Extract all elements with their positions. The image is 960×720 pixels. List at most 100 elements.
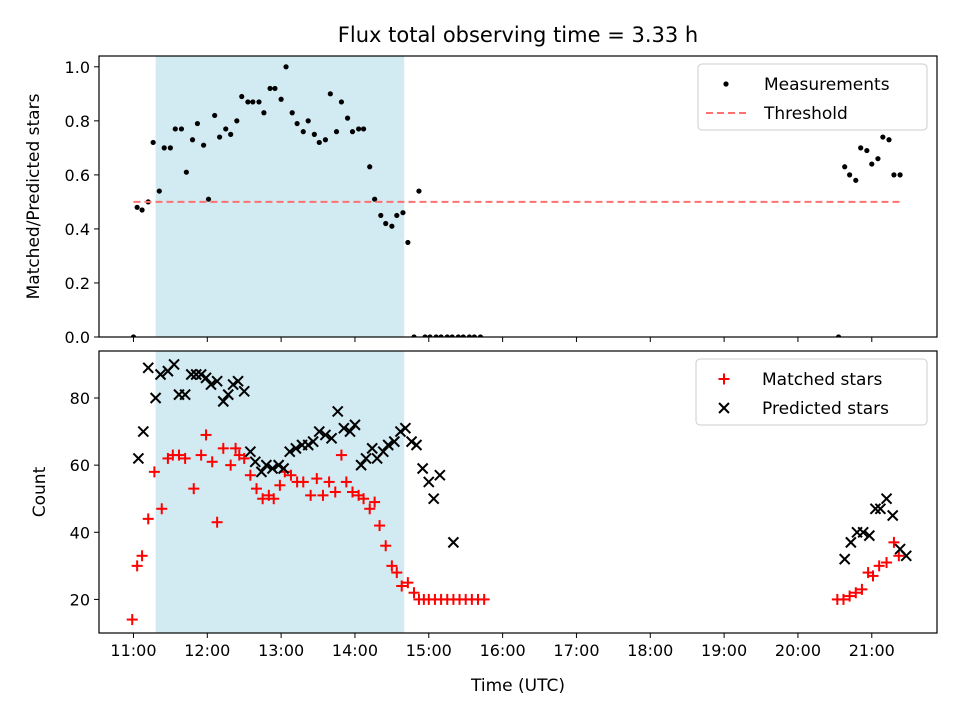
measurement-point bbox=[228, 131, 234, 137]
predicted-point bbox=[325, 432, 338, 444]
measurement-point bbox=[853, 177, 859, 183]
measurement-point bbox=[356, 126, 362, 132]
matched-point bbox=[478, 593, 490, 605]
matched-point bbox=[323, 476, 335, 488]
measurement-point bbox=[427, 334, 433, 337]
measurement-point bbox=[200, 142, 207, 148]
matched-point bbox=[230, 442, 242, 454]
plot-frame bbox=[98, 350, 938, 634]
measurement-point bbox=[858, 145, 864, 151]
predicted-point bbox=[307, 435, 319, 448]
matched-point bbox=[257, 493, 269, 505]
measurement-point bbox=[389, 223, 395, 229]
matched-point bbox=[251, 483, 263, 495]
measurement-point bbox=[869, 161, 875, 167]
x-axis-label: Time (UTC) bbox=[470, 676, 565, 696]
measurement-point bbox=[178, 126, 185, 132]
matched-point bbox=[126, 614, 138, 626]
predicted-point bbox=[355, 459, 367, 471]
measurement-point bbox=[212, 112, 218, 119]
measurement-point bbox=[338, 99, 345, 105]
x-tick-label: 12:00 bbox=[184, 641, 230, 660]
highlight-band bbox=[155, 56, 405, 337]
measurement-point bbox=[460, 334, 466, 337]
measurement-point bbox=[161, 145, 167, 151]
predicted-point bbox=[880, 493, 893, 505]
x-axis bbox=[132, 337, 873, 342]
measurement-point bbox=[433, 334, 439, 337]
measurement-point bbox=[216, 134, 223, 140]
predicted-point bbox=[154, 368, 167, 381]
matched-point bbox=[335, 449, 347, 461]
measurement-point bbox=[300, 129, 306, 135]
measurement-point bbox=[471, 334, 477, 337]
measurement-point bbox=[416, 188, 422, 194]
predicted-point bbox=[845, 536, 857, 549]
measurement-point bbox=[205, 196, 212, 202]
measurement-point bbox=[449, 334, 455, 337]
series-measurements bbox=[130, 64, 903, 337]
measurement-point bbox=[283, 64, 289, 70]
matched-point bbox=[156, 503, 168, 515]
predicted-point bbox=[863, 529, 876, 542]
x-tick-label: 11:00 bbox=[110, 641, 156, 660]
measurement-point bbox=[183, 169, 189, 175]
predicted-point bbox=[132, 452, 145, 465]
matched-point bbox=[346, 486, 358, 498]
measurement-point bbox=[272, 85, 278, 92]
predicted-point bbox=[190, 368, 202, 381]
measurement-point bbox=[875, 156, 881, 162]
matched-point bbox=[131, 560, 143, 572]
measurement-point bbox=[444, 334, 450, 337]
predicted-point bbox=[238, 385, 250, 397]
measurement-point bbox=[438, 334, 444, 337]
matched-point bbox=[211, 516, 223, 528]
matched-point bbox=[311, 473, 323, 485]
measurement-point bbox=[267, 85, 273, 92]
measurement-point bbox=[234, 118, 240, 124]
predicted-point bbox=[319, 429, 332, 441]
y-tick-label: 0.6 bbox=[65, 166, 90, 185]
measurement-point bbox=[891, 172, 897, 178]
predicted-point bbox=[874, 503, 887, 515]
measurement-point bbox=[897, 172, 903, 178]
x-axis: 11:00 12:00 13:00 14:00 15:00 16:00 17:00 18:00… bbox=[110, 633, 895, 660]
matched-point bbox=[340, 476, 352, 488]
x-tick-label: 20:00 bbox=[775, 641, 821, 660]
matched-point bbox=[173, 449, 185, 461]
highlight-band bbox=[155, 351, 405, 633]
measurement-point bbox=[256, 99, 262, 105]
predicted-point bbox=[302, 439, 314, 451]
x-tick-label: 16:00 bbox=[480, 641, 526, 660]
predicted-point bbox=[839, 553, 851, 565]
plot-area bbox=[126, 358, 912, 626]
x-tick-label: 21:00 bbox=[849, 641, 895, 660]
measurement-point bbox=[835, 334, 842, 337]
predicted-point bbox=[428, 493, 440, 505]
measurement-point bbox=[864, 147, 870, 154]
y-axis: 0.0 0.2 0.4 0.6 0.8 1.0 bbox=[65, 58, 99, 347]
predicted-point bbox=[211, 375, 223, 387]
legend: Measurements Threshold bbox=[697, 63, 928, 131]
measurement-point bbox=[167, 145, 173, 151]
predicted-point bbox=[179, 388, 191, 401]
predicted-point bbox=[217, 395, 229, 408]
y-tick-label: 0.2 bbox=[65, 274, 90, 293]
x-tick-label: 13:00 bbox=[258, 641, 304, 660]
predicted-point bbox=[360, 452, 372, 465]
predicted-point bbox=[205, 378, 217, 391]
y-axis-label: Matched/Predicted stars bbox=[24, 93, 44, 299]
measurement-point bbox=[311, 131, 317, 137]
measurement-point bbox=[289, 110, 295, 116]
predicted-point bbox=[142, 362, 154, 374]
matched-point bbox=[217, 442, 229, 454]
legend-label: Measurements bbox=[764, 75, 890, 95]
matched-point bbox=[268, 493, 280, 505]
legend: Matched stars Predicted stars bbox=[695, 358, 928, 426]
top-panel: 0.0 0.2 0.4 0.6 0.8 1.0 Matched/Predicted star… bbox=[24, 55, 938, 347]
predicted-point bbox=[344, 425, 356, 438]
measurement-point bbox=[156, 188, 162, 194]
legend-label: Matched stars bbox=[762, 370, 882, 390]
measurement-point bbox=[294, 120, 300, 127]
